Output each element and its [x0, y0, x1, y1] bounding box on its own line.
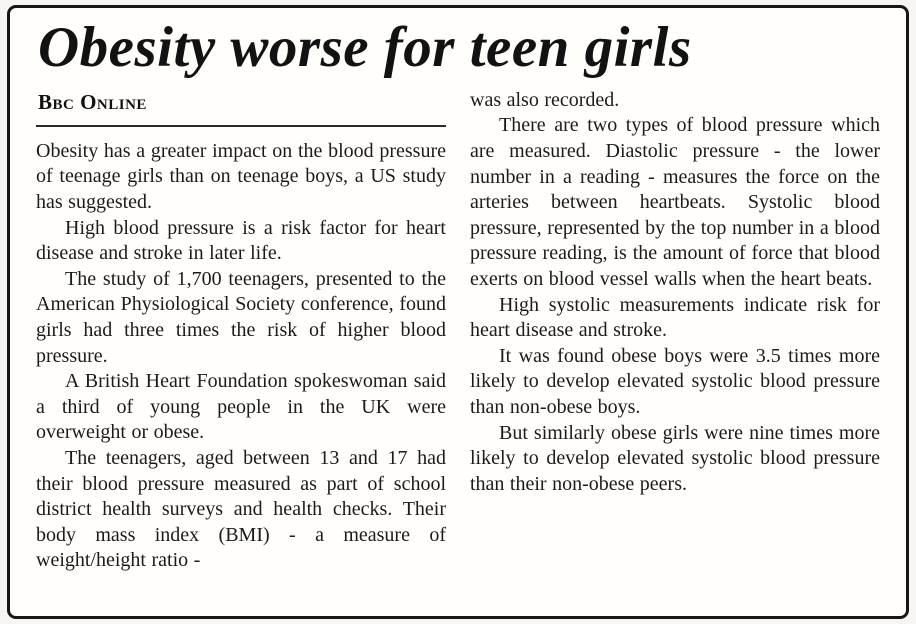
article-paragraph: There are two types of blood pressure wh… [470, 114, 880, 290]
article-columns: Bbc Online Obesity has a greater impact … [36, 88, 880, 574]
article-byline: Bbc Online [38, 89, 147, 114]
article-headline: Obesity worse for teen girls [38, 16, 692, 79]
right-column: was also recorded. There are two types o… [470, 88, 880, 574]
article-paragraph: But similarly obese girls were nine time… [470, 421, 880, 495]
right-column-text: was also recorded. There are two types o… [470, 88, 880, 498]
byline-divider [36, 124, 446, 127]
article-paragraph: High systolic measurements indicate risk… [470, 293, 880, 342]
article-paragraph: The teenagers, aged between 13 and 17 ha… [36, 446, 446, 572]
article-paragraph: A British Heart Foundation spokeswoman s… [36, 370, 446, 444]
article-paragraph: High blood pressure is a risk factor for… [36, 216, 446, 265]
left-column-text: Obesity has a greater impact on the bloo… [36, 139, 446, 574]
article-paragraph: was also recorded. [470, 88, 620, 111]
article-paragraph: It was found obese boys were 3.5 times m… [470, 344, 880, 418]
article-paragraph: The study of 1,700 teenagers, presented … [36, 267, 446, 367]
newspaper-clipping: Obesity worse for teen girls Bbc Online … [7, 5, 909, 619]
left-column: Bbc Online Obesity has a greater impact … [36, 88, 446, 574]
article-paragraph: Obesity has a greater impact on the bloo… [36, 139, 446, 214]
